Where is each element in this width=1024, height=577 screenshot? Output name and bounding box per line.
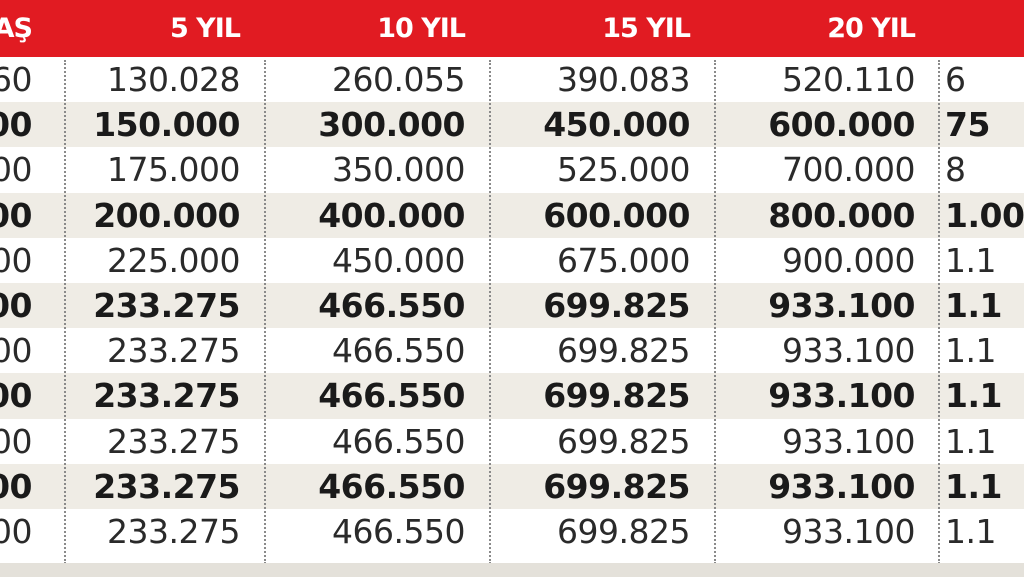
table-cell: 260.055 — [332, 60, 465, 99]
table-cell: 933.100 — [768, 285, 915, 325]
table-cell: 900.000 — [782, 240, 915, 280]
table-cell: 699.825 — [557, 331, 690, 371]
table-cell: 1.1 — [945, 240, 996, 280]
table-cell: 699.825 — [543, 466, 690, 506]
table-cell: 520.110 — [782, 60, 915, 99]
table-cell: 450.000 — [332, 240, 465, 280]
column-separator — [64, 60, 66, 564]
table-cell: 1.1 — [945, 511, 996, 551]
table-cell: 000 — [0, 240, 33, 280]
column-separator — [264, 60, 266, 564]
table-cell: 600.000 — [768, 105, 915, 145]
table-row: 60 130.028 260.055 390.083 520.110 6 — [0, 57, 1024, 102]
table-row: 000 200.000 400.000 600.000 800.000 1.00 — [0, 192, 1024, 238]
table-cell: 233.275 — [107, 331, 240, 371]
table-cell: 000 — [0, 511, 33, 551]
table-row: 000 233.275 466.550 699.825 933.100 1.1 — [0, 419, 1024, 464]
table-cell: 699.825 — [557, 511, 690, 551]
table-cell: 699.825 — [543, 285, 690, 325]
table-cell: 699.825 — [557, 421, 690, 461]
table-cell: 450.000 — [543, 105, 690, 145]
table-cell: 700.000 — [782, 150, 915, 190]
table-cell: 233.275 — [107, 511, 240, 551]
table-cell: 130.028 — [107, 60, 240, 99]
table-cell: 000 — [0, 285, 33, 325]
table-cell: 400.000 — [318, 195, 465, 235]
table-cell: 8 — [945, 150, 966, 190]
table-body: 60 130.028 260.055 390.083 520.110 6 000 150.00… — [0, 57, 1024, 554]
table-cell: 466.550 — [332, 421, 465, 461]
table-cell: 000 — [0, 105, 33, 145]
table-cell: 933.100 — [768, 466, 915, 506]
table-cell: 000 — [0, 331, 33, 371]
table-cell: 1.1 — [945, 376, 1002, 416]
table-cell: 233.275 — [107, 421, 240, 461]
table-row: 000 233.275 466.550 699.825 933.100 1.1 — [0, 328, 1024, 373]
table-row: 000 233.275 466.550 699.825 933.100 1.1 — [0, 373, 1024, 419]
table-cell: 150.000 — [93, 105, 240, 145]
table-footer-band — [0, 563, 1024, 577]
header-cell-0: AŞ — [0, 13, 33, 44]
table-cell: 000 — [0, 466, 33, 506]
table-row: 000 233.275 466.550 699.825 933.100 1.1 — [0, 463, 1024, 509]
table-cell: 390.083 — [557, 60, 690, 99]
table-cell: 1.1 — [945, 331, 996, 371]
table-header: AŞ 5 YIL 10 YIL 15 YIL 20 YIL — [0, 0, 1024, 57]
table-cell: 1.1 — [945, 421, 996, 461]
table-row: 000 150.000 300.000 450.000 600.000 75 — [0, 102, 1024, 148]
table-cell: 933.100 — [782, 331, 915, 371]
table-cell: 200.000 — [93, 195, 240, 235]
table-cell: 933.100 — [782, 421, 915, 461]
table-cell: 466.550 — [318, 376, 465, 416]
table-cell: 1.1 — [945, 466, 1002, 506]
table-row: 000 175.000 350.000 525.000 700.000 8 — [0, 147, 1024, 192]
header-cell-10yil: 10 YIL — [377, 13, 466, 44]
column-separator — [489, 60, 491, 564]
column-separator — [714, 60, 716, 564]
table-row: 000 225.000 450.000 675.000 900.000 1.1 — [0, 238, 1024, 283]
table-cell: 000 — [0, 195, 33, 235]
table-row: 000 233.275 466.550 699.825 933.100 1.1 — [0, 282, 1024, 329]
table-cell: 1.1 — [945, 285, 1002, 325]
table-row: 000 233.275 466.550 699.825 933.100 1.1 — [0, 509, 1024, 554]
table-cell: 675.000 — [557, 240, 690, 280]
table-cell: 233.275 — [93, 285, 240, 325]
header-cell-20yil: 20 YIL — [827, 13, 916, 44]
header-cell-5 — [945, 0, 1024, 57]
table-cell: 233.275 — [93, 376, 240, 416]
table-cell: 933.100 — [782, 511, 915, 551]
table-cell: 466.550 — [318, 285, 465, 325]
table-cell: 800.000 — [768, 195, 915, 235]
table-cell: 000 — [0, 150, 33, 190]
table-cell: 600.000 — [543, 195, 690, 235]
table-cell: 300.000 — [318, 105, 465, 145]
table-cell: 60 — [0, 60, 33, 99]
table-cell: 000 — [0, 376, 33, 416]
column-separator — [938, 60, 940, 564]
table-cell: 933.100 — [768, 376, 915, 416]
table-cell: 466.550 — [318, 466, 465, 506]
table-cell: 175.000 — [107, 150, 240, 190]
table-cell: 525.000 — [557, 150, 690, 190]
table-cell: 699.825 — [543, 376, 690, 416]
table-cell: 466.550 — [332, 511, 465, 551]
table-cell: 6 — [945, 60, 966, 99]
table-cell: 233.275 — [93, 466, 240, 506]
table-cell: 000 — [0, 421, 33, 461]
header-cell-5yil: 5 YIL — [170, 13, 241, 44]
header-cell-15yil: 15 YIL — [602, 13, 691, 44]
table-cell: 350.000 — [332, 150, 465, 190]
table-cell: 75 — [945, 105, 990, 145]
table-cell: 1.00 — [945, 195, 1024, 235]
table-cell: 225.000 — [107, 240, 240, 280]
table-cell: 466.550 — [332, 331, 465, 371]
